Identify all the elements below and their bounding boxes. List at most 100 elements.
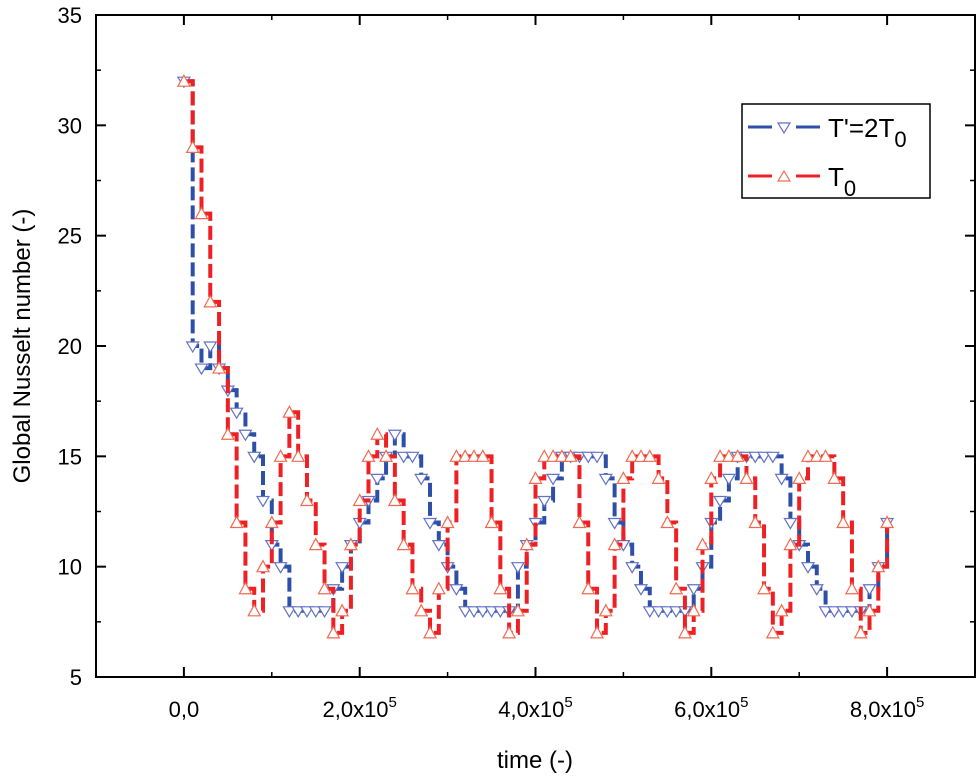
data-point xyxy=(669,606,684,618)
data-point xyxy=(607,517,622,530)
data-point xyxy=(862,603,877,617)
data-point xyxy=(291,449,306,462)
data-point xyxy=(774,473,789,486)
data-point xyxy=(212,360,227,374)
data-point xyxy=(686,584,701,596)
data-point xyxy=(836,606,851,618)
data-point xyxy=(361,449,376,462)
legend-box xyxy=(741,103,931,199)
data-point xyxy=(194,363,209,376)
data-point xyxy=(423,625,438,639)
data-point xyxy=(800,562,816,574)
data-point xyxy=(757,581,772,595)
data-point xyxy=(581,451,596,464)
x-tick-mantissa: 4,0x10 xyxy=(498,697,564,722)
data-point xyxy=(308,537,323,551)
y-tick-label: 5 xyxy=(70,665,82,690)
data-point xyxy=(537,495,552,508)
x-tick-exponent: 5 xyxy=(740,694,748,711)
data-point xyxy=(510,603,525,617)
legend-subscript-series-1: 0 xyxy=(894,127,906,152)
data-point xyxy=(695,537,710,551)
data-point xyxy=(669,581,684,595)
data-point xyxy=(493,581,508,595)
data-point xyxy=(827,471,842,484)
legend-label-series-1: T'=2T xyxy=(828,113,894,143)
data-point xyxy=(818,449,833,462)
data-point xyxy=(414,473,429,486)
data-point xyxy=(590,625,605,639)
data-point xyxy=(739,471,754,484)
data-point xyxy=(651,606,666,618)
data-point xyxy=(633,449,648,462)
data-point xyxy=(317,606,332,618)
triangle-up-icon xyxy=(776,169,792,182)
data-point xyxy=(871,559,886,573)
x-tick-exponent: 5 xyxy=(564,694,572,711)
data-point xyxy=(335,603,350,617)
data-point xyxy=(765,625,780,639)
x-tick-label: 6,0x105 xyxy=(674,694,748,722)
x-axis-title: time (-) xyxy=(497,747,573,774)
x-tick-exponent: 5 xyxy=(389,694,397,711)
data-point xyxy=(827,606,842,618)
data-point xyxy=(572,515,587,529)
data-point xyxy=(519,537,534,551)
data-point xyxy=(370,427,385,440)
y-tick-label: 10 xyxy=(58,555,82,580)
data-point xyxy=(255,559,271,573)
data-point xyxy=(783,517,798,530)
data-point xyxy=(317,581,332,595)
data-point xyxy=(625,449,640,462)
y-tick-label: 30 xyxy=(58,113,82,138)
data-point xyxy=(862,584,877,596)
data-point xyxy=(484,606,499,618)
y-tick-label: 35 xyxy=(58,3,82,28)
data-point xyxy=(229,407,244,420)
svg-text:T0: T0 xyxy=(828,162,856,201)
data-point xyxy=(326,625,341,639)
data-point xyxy=(405,451,420,464)
data-point xyxy=(273,449,288,462)
data-point xyxy=(748,515,763,529)
data-point xyxy=(238,581,253,595)
data-point xyxy=(809,449,824,462)
data-point xyxy=(352,493,367,507)
data-point xyxy=(414,603,429,617)
data-point xyxy=(792,471,807,484)
data-point xyxy=(721,449,736,462)
x-tick-label: 8,0x105 xyxy=(850,694,924,722)
data-point xyxy=(220,427,235,440)
data-point xyxy=(818,606,833,618)
x-tick-label: 0,0 xyxy=(169,697,200,722)
data-point xyxy=(475,449,490,462)
x-tick-mantissa: 0,0 xyxy=(169,697,200,722)
data-point xyxy=(282,606,297,618)
data-point xyxy=(387,493,402,507)
data-point xyxy=(642,606,657,618)
x-tick-exponent: 5 xyxy=(916,694,924,711)
data-point xyxy=(282,404,297,418)
data-point xyxy=(466,606,482,618)
data-point xyxy=(660,515,675,529)
data-point xyxy=(713,495,728,508)
data-point xyxy=(598,473,613,486)
data-point xyxy=(660,606,675,618)
data-point xyxy=(422,517,438,530)
data-point xyxy=(396,451,411,464)
y-axis-title: Global Nusselt number (-) xyxy=(9,209,36,484)
data-point xyxy=(625,562,640,574)
data-point xyxy=(299,606,315,618)
data-point xyxy=(721,473,736,486)
data-point xyxy=(607,537,622,551)
data-point xyxy=(458,449,473,462)
data-point xyxy=(651,471,666,484)
data-point xyxy=(387,429,402,442)
data-point xyxy=(563,449,578,462)
series-line xyxy=(183,79,890,635)
data-point xyxy=(537,449,552,462)
data-point xyxy=(677,625,692,639)
data-point xyxy=(203,341,218,354)
data-point xyxy=(642,449,657,462)
data-point xyxy=(616,471,631,484)
